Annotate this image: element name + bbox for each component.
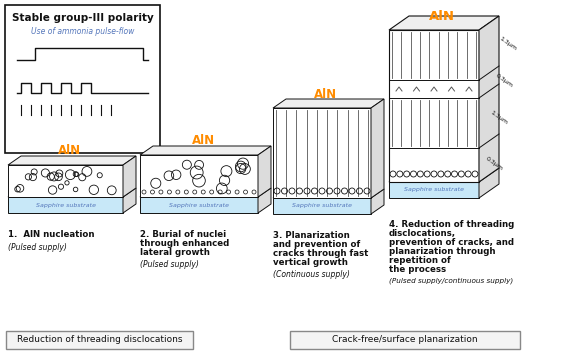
- Text: Sapphire substrate: Sapphire substrate: [169, 203, 229, 208]
- Polygon shape: [273, 198, 371, 214]
- Text: 1.3μm: 1.3μm: [490, 110, 509, 125]
- Polygon shape: [8, 156, 136, 165]
- Text: (Pulsed supply): (Pulsed supply): [140, 260, 199, 269]
- Polygon shape: [479, 168, 499, 198]
- Polygon shape: [479, 16, 499, 182]
- Text: Use of ammonia pulse-flow: Use of ammonia pulse-flow: [31, 28, 134, 36]
- Text: Stable group-III polarity: Stable group-III polarity: [11, 13, 153, 23]
- Text: AlN: AlN: [315, 88, 337, 101]
- Polygon shape: [123, 188, 136, 213]
- Polygon shape: [389, 16, 499, 30]
- Polygon shape: [273, 108, 371, 198]
- Polygon shape: [123, 156, 136, 197]
- Text: 1.3μm: 1.3μm: [499, 36, 518, 51]
- Text: (Continuous supply): (Continuous supply): [273, 270, 350, 279]
- Text: Sapphire substrate: Sapphire substrate: [292, 203, 352, 209]
- Polygon shape: [371, 99, 384, 198]
- Polygon shape: [258, 146, 271, 197]
- Text: AlN: AlN: [58, 144, 81, 157]
- Polygon shape: [8, 197, 123, 213]
- Polygon shape: [140, 146, 271, 155]
- Text: prevention of cracks, and: prevention of cracks, and: [389, 238, 514, 247]
- Polygon shape: [140, 155, 258, 197]
- Text: lateral growth: lateral growth: [140, 248, 210, 257]
- Text: planarization through: planarization through: [389, 247, 495, 256]
- Text: cracks through fast: cracks through fast: [273, 249, 368, 258]
- Polygon shape: [371, 189, 384, 214]
- Polygon shape: [389, 182, 479, 198]
- Text: 0.3μm: 0.3μm: [484, 156, 503, 171]
- Text: AlN: AlN: [192, 134, 214, 148]
- Text: 4. Reduction of threading: 4. Reduction of threading: [389, 220, 514, 229]
- Polygon shape: [258, 188, 271, 213]
- Text: Sapphire substrate: Sapphire substrate: [404, 187, 464, 192]
- Polygon shape: [273, 189, 384, 198]
- Polygon shape: [389, 168, 499, 182]
- Text: (Pulsed supply): (Pulsed supply): [8, 243, 67, 252]
- Text: vertical growth: vertical growth: [273, 258, 348, 267]
- Text: (Pulsed supply/continuous supply): (Pulsed supply/continuous supply): [389, 277, 513, 283]
- Polygon shape: [389, 30, 479, 182]
- Text: and prevention of: and prevention of: [273, 240, 360, 249]
- Text: Reduction of threading disclocations: Reduction of threading disclocations: [17, 335, 182, 345]
- Text: 0.3μm: 0.3μm: [494, 73, 514, 88]
- Polygon shape: [8, 165, 123, 197]
- Polygon shape: [8, 188, 136, 197]
- Text: 3. Planarization: 3. Planarization: [273, 231, 349, 240]
- Polygon shape: [273, 99, 384, 108]
- Polygon shape: [140, 197, 258, 213]
- FancyBboxPatch shape: [6, 331, 193, 349]
- FancyBboxPatch shape: [290, 331, 520, 349]
- Text: repetition of: repetition of: [389, 256, 451, 265]
- Text: AlN: AlN: [429, 10, 455, 23]
- FancyBboxPatch shape: [5, 5, 160, 153]
- Polygon shape: [140, 188, 271, 197]
- Text: Sapphire substrate: Sapphire substrate: [35, 203, 96, 208]
- Text: disclocations,: disclocations,: [389, 229, 456, 238]
- Text: Crack-free/surface planarization: Crack-free/surface planarization: [332, 335, 478, 345]
- Text: 1.  AlN nucleation: 1. AlN nucleation: [8, 230, 94, 239]
- Text: through enhanced: through enhanced: [140, 239, 229, 248]
- Text: 2. Burial of nuclei: 2. Burial of nuclei: [140, 230, 226, 239]
- Text: the process: the process: [389, 265, 446, 274]
